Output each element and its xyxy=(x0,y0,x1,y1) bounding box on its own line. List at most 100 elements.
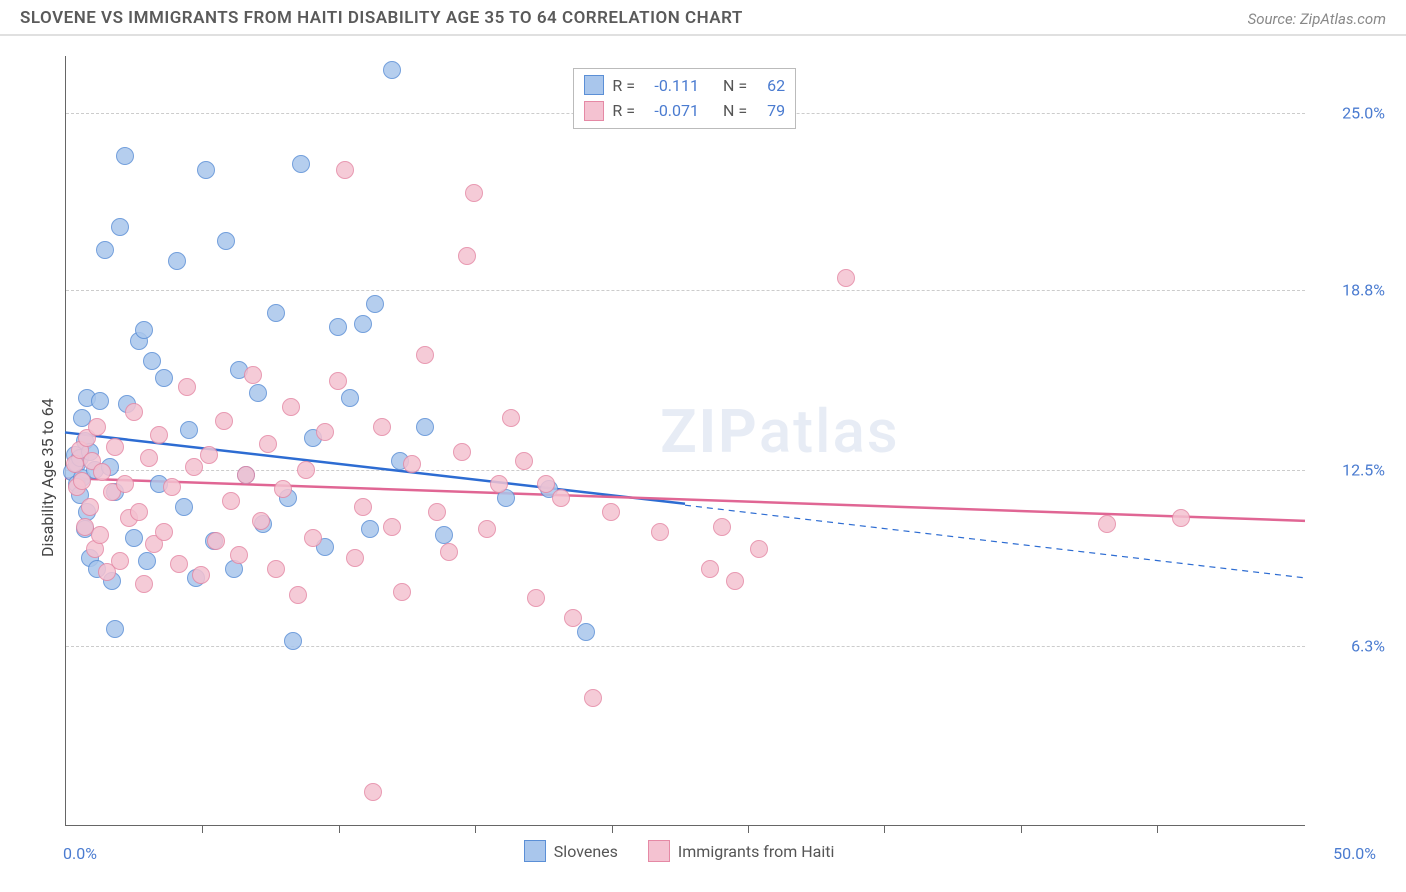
chart-header: SLOVENE VS IMMIGRANTS FROM HAITI DISABIL… xyxy=(0,0,1406,36)
data-point xyxy=(292,155,310,173)
ytick-label: 18.8% xyxy=(1315,280,1385,299)
yaxis-label: Disability Age 35 to 64 xyxy=(38,398,57,557)
data-point xyxy=(837,269,855,287)
data-point xyxy=(354,315,372,333)
data-point xyxy=(81,498,99,516)
data-point xyxy=(602,503,620,521)
series-swatch xyxy=(584,75,604,95)
data-point xyxy=(329,318,347,336)
data-point xyxy=(140,449,158,467)
gridline xyxy=(66,290,1305,291)
data-point xyxy=(346,549,364,567)
data-point xyxy=(515,452,533,470)
data-point xyxy=(155,523,173,541)
data-point xyxy=(244,366,262,384)
data-point xyxy=(297,461,315,479)
ytick-label: 6.3% xyxy=(1315,637,1385,656)
ytick-label: 12.5% xyxy=(1315,460,1385,479)
data-point xyxy=(106,438,124,456)
data-point xyxy=(192,566,210,584)
series-legend: SlovenesImmigrants from Haiti xyxy=(524,840,835,862)
data-point xyxy=(93,463,111,481)
data-point xyxy=(143,352,161,370)
stat-r-value: -0.071 xyxy=(643,98,699,124)
data-point xyxy=(96,241,114,259)
data-point xyxy=(237,466,255,484)
data-point xyxy=(185,458,203,476)
data-point xyxy=(726,572,744,590)
correlation-chart: 6.3%12.5%18.8%25.0%0.0%50.0%Disability A… xyxy=(20,46,1386,876)
plot-area: 6.3%12.5%18.8%25.0% xyxy=(65,56,1305,826)
stat-r-label: R = xyxy=(612,98,635,124)
data-point xyxy=(502,409,520,427)
data-point xyxy=(527,589,545,607)
data-point xyxy=(316,423,334,441)
gridline xyxy=(66,646,1305,647)
data-point xyxy=(222,492,240,510)
stat-r-value: -0.111 xyxy=(643,73,699,99)
data-point xyxy=(88,418,106,436)
data-point xyxy=(435,526,453,544)
data-point xyxy=(458,247,476,265)
stats-legend: R =-0.111 N =62R =-0.071 N =79 xyxy=(573,68,796,129)
xtick xyxy=(475,825,476,833)
data-point xyxy=(537,475,555,493)
data-point xyxy=(215,412,233,430)
data-point xyxy=(490,475,508,493)
data-point xyxy=(403,455,421,473)
data-point xyxy=(150,426,168,444)
data-point xyxy=(73,472,91,490)
data-point xyxy=(168,252,186,270)
xtick xyxy=(612,825,613,833)
data-point xyxy=(1098,515,1116,533)
data-point xyxy=(383,61,401,79)
data-point xyxy=(267,560,285,578)
data-point xyxy=(366,295,384,313)
data-point xyxy=(230,546,248,564)
data-point xyxy=(354,498,372,516)
data-point xyxy=(130,503,148,521)
data-point xyxy=(750,540,768,558)
data-point xyxy=(200,446,218,464)
data-point xyxy=(91,526,109,544)
data-point xyxy=(304,529,322,547)
legend-label: Slovenes xyxy=(554,842,618,861)
xtick xyxy=(1157,825,1158,833)
data-point xyxy=(393,583,411,601)
data-point xyxy=(170,555,188,573)
xlabel-min: 0.0% xyxy=(63,844,97,863)
data-point xyxy=(552,489,570,507)
data-point xyxy=(259,435,277,453)
stats-row: R =-0.111 N =62 xyxy=(584,73,785,99)
data-point xyxy=(111,218,129,236)
data-point xyxy=(651,523,669,541)
xtick xyxy=(1021,825,1022,833)
data-point xyxy=(478,520,496,538)
data-point xyxy=(282,398,300,416)
data-point xyxy=(465,184,483,202)
xtick xyxy=(884,825,885,833)
data-point xyxy=(138,552,156,570)
xtick xyxy=(339,825,340,833)
data-point xyxy=(274,480,292,498)
ytick-label: 25.0% xyxy=(1315,104,1385,123)
data-point xyxy=(249,384,267,402)
data-point xyxy=(125,403,143,421)
legend-swatch xyxy=(524,840,546,862)
data-point xyxy=(175,498,193,516)
data-point xyxy=(453,443,471,461)
chart-title: SLOVENE VS IMMIGRANTS FROM HAITI DISABIL… xyxy=(20,8,743,28)
data-point xyxy=(135,321,153,339)
chart-source: Source: ZipAtlas.com xyxy=(1248,10,1386,28)
stats-row: R =-0.071 N =79 xyxy=(584,98,785,124)
data-point xyxy=(1172,509,1190,527)
data-point xyxy=(111,552,129,570)
legend-swatch xyxy=(648,840,670,862)
data-point xyxy=(163,478,181,496)
data-point xyxy=(577,623,595,641)
data-point xyxy=(361,520,379,538)
data-point xyxy=(217,232,235,250)
data-point xyxy=(252,512,270,530)
data-point xyxy=(155,369,173,387)
data-point xyxy=(106,620,124,638)
